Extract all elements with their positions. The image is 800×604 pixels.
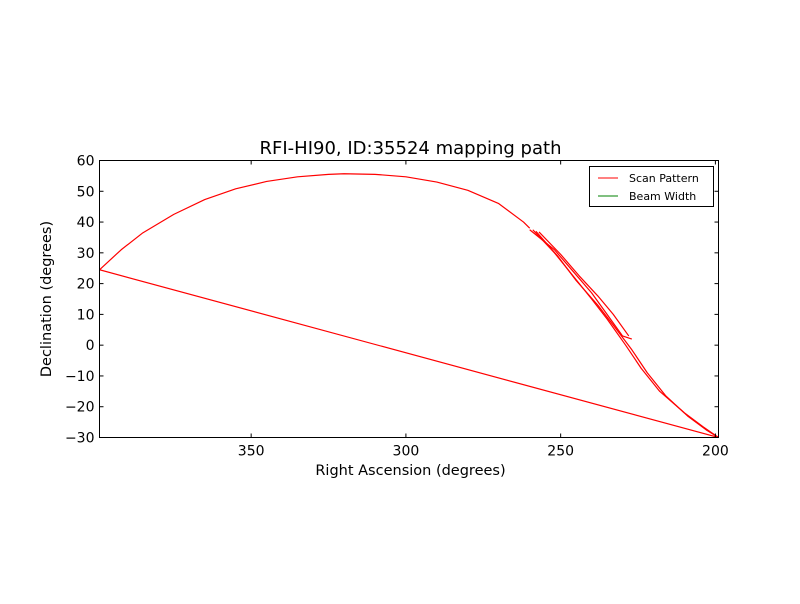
x-tick-label: 300 [393, 444, 420, 460]
y-tick-label: −30 [65, 431, 95, 447]
y-tick-label: −10 [65, 369, 95, 385]
y-tick-label: 40 [77, 215, 95, 231]
axes-frame [99, 160, 719, 438]
series-line-scan-pattern-1 [529, 229, 633, 340]
y-tick-label: 30 [77, 246, 95, 262]
chart-title: RFI-HI90, ID:35524 mapping path [260, 138, 562, 159]
legend-label-beam-width: Beam Width [629, 190, 696, 203]
plot-area [99, 173, 719, 438]
y-tick-label: 60 [77, 154, 95, 170]
x-axis-label: Right Ascension (degrees) [315, 463, 505, 479]
y-tick-label: 20 [77, 277, 95, 293]
axes: −30 −20 −10 0 10 20 30 40 50 60 350 300 250 200 [65, 154, 729, 460]
legend: Scan Pattern Beam Width [589, 166, 714, 207]
legend-box [589, 166, 714, 207]
x-tick-label: 200 [702, 444, 729, 460]
y-axis-label: Declination (degrees) [39, 221, 55, 377]
y-tick-label: 10 [77, 307, 95, 323]
x-tick-label: 350 [238, 444, 265, 460]
series-line-scan-pattern-0 [99, 173, 719, 438]
series-line-scan-pattern-3 [535, 230, 719, 438]
x-tick-label: 250 [547, 444, 574, 460]
y-tick-label: −20 [65, 400, 95, 416]
legend-label-scan-pattern: Scan Pattern [629, 172, 699, 185]
y-tick-label: 50 [77, 184, 95, 200]
y-tick-label: 0 [86, 338, 95, 354]
series-line-scan-pattern-4 [538, 231, 630, 337]
